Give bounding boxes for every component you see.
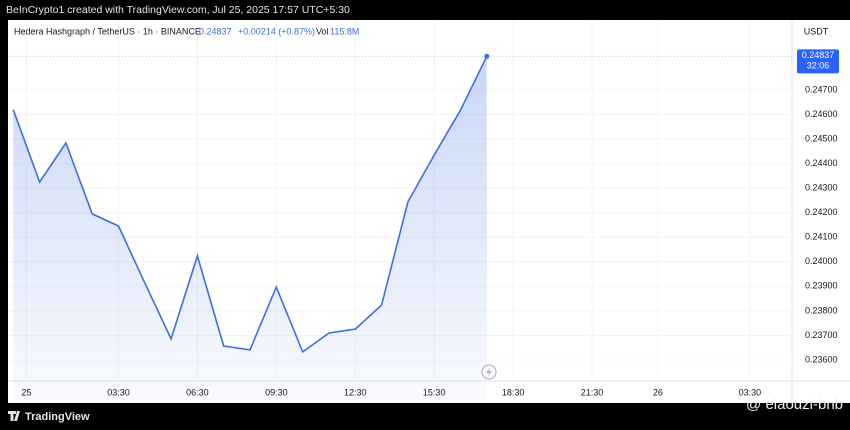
y-tick-label: 0.24200 (805, 207, 838, 217)
area-fill (13, 56, 487, 401)
y-tick-label: 0.23800 (805, 305, 838, 315)
x-tick-label: 12:30 (344, 387, 367, 397)
change: +0.00214 (+0.87%) (238, 26, 315, 36)
replay-icon[interactable] (481, 364, 497, 380)
volume-label: Vol (316, 26, 329, 36)
x-tick-label: 03:30 (107, 387, 130, 397)
x-tick-label: 06:30 (186, 387, 209, 397)
x-tick-label: 18:30 (502, 387, 525, 397)
x-tick-label: 15:30 (423, 387, 446, 397)
logo-text: TradingView (25, 411, 90, 423)
y-axis-label: USDT (804, 26, 829, 36)
y-tick-label: 0.24300 (805, 183, 838, 193)
plot (8, 53, 792, 401)
x-tick-label: 21:30 (581, 387, 604, 397)
y-tick-label: 0.24400 (805, 158, 838, 168)
y-tick-label: 0.23600 (805, 354, 838, 364)
y-tick-label: 0.24500 (805, 133, 838, 143)
x-tick-label: 09:30 (265, 387, 288, 397)
x-tick-label: 26 (653, 387, 663, 397)
last-price: 0.24837 (199, 26, 232, 36)
countdown: 32:06 (807, 61, 830, 71)
chart-title: Hedera Hashgraph / TetherUS · 1h · BINAN… (14, 26, 201, 36)
price-tag (797, 49, 839, 74)
last-point (484, 53, 490, 59)
y-tick-label: 0.23700 (805, 330, 838, 340)
caption: BeInCrypto1 created with TradingView.com… (6, 4, 350, 16)
legend: Hedera Hashgraph / TetherUS · 1h · BINAN… (14, 26, 359, 36)
y-tick-label: 0.24700 (805, 84, 838, 94)
y-tick-label: 0.24100 (805, 232, 838, 242)
volume: 115.8M (330, 26, 359, 36)
price-tag-value: 0.24837 (802, 50, 835, 60)
price-line (12, 55, 488, 354)
tradingview-logo: TradingView (8, 411, 90, 423)
y-tick-label: 0.23900 (805, 281, 838, 291)
footer-bar (0, 403, 850, 430)
watermark: @ elaouzi-bnb (746, 396, 843, 413)
x-tick-label: 03:30 (739, 387, 762, 397)
x-tick-label: 25 (21, 387, 31, 397)
y-tick-label: 0.24600 (805, 109, 838, 119)
axes: 0.23600 0.23700 0.23800 0.23900 0.24000 0.241… (21, 49, 839, 397)
y-tick-label: 0.24000 (805, 256, 838, 266)
